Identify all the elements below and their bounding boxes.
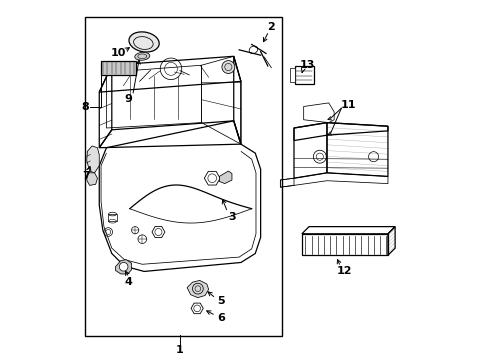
Polygon shape <box>187 280 208 298</box>
Text: 6: 6 <box>217 313 224 323</box>
FancyBboxPatch shape <box>85 17 282 336</box>
Text: 13: 13 <box>299 60 314 70</box>
Text: 7: 7 <box>82 171 90 181</box>
FancyBboxPatch shape <box>290 68 295 82</box>
Text: 12: 12 <box>336 266 352 276</box>
Text: 2: 2 <box>267 22 275 32</box>
Text: 4: 4 <box>124 277 132 287</box>
Polygon shape <box>86 146 99 173</box>
Text: 11: 11 <box>340 100 356 111</box>
Circle shape <box>119 262 128 271</box>
Text: 3: 3 <box>228 212 235 221</box>
Polygon shape <box>115 260 131 274</box>
Ellipse shape <box>135 52 149 60</box>
FancyBboxPatch shape <box>101 60 136 75</box>
Ellipse shape <box>129 32 159 52</box>
Text: 8: 8 <box>81 102 89 112</box>
FancyBboxPatch shape <box>294 66 314 84</box>
Polygon shape <box>86 173 97 185</box>
Text: 9: 9 <box>124 94 132 104</box>
Text: 5: 5 <box>217 296 224 306</box>
Text: 10: 10 <box>110 48 126 58</box>
Text: 1: 1 <box>176 345 183 355</box>
Polygon shape <box>219 171 231 184</box>
Circle shape <box>222 60 234 73</box>
